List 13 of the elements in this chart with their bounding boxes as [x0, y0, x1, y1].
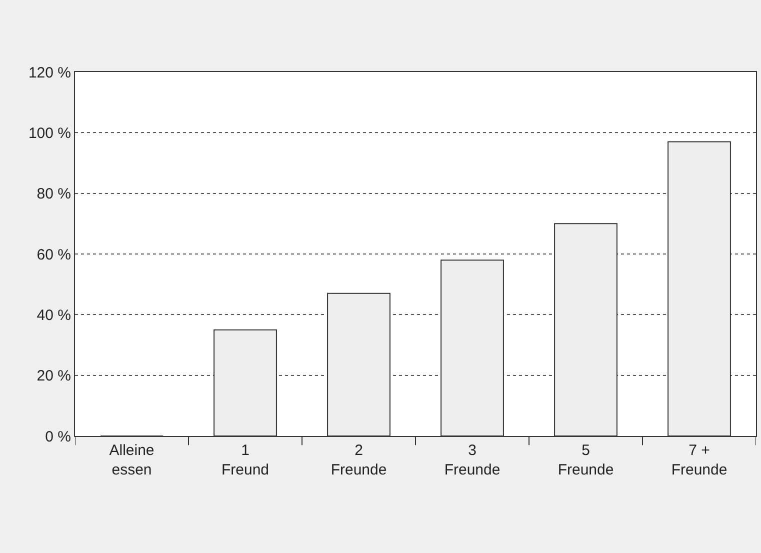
x-tick-label: 7 + Freunde — [671, 442, 728, 478]
x-tick-label: Alleine essen — [109, 442, 154, 478]
y-tick-label: 60 % — [36, 246, 71, 264]
y-tick-label: 20 % — [36, 368, 71, 385]
x-tick-label: 2 Freunde — [330, 442, 387, 478]
y-tick-label: 0 % — [45, 428, 71, 446]
y-tick-label: 80 % — [36, 186, 71, 203]
x-tick-label: 1 Freund — [221, 442, 270, 478]
y-tick-label: 100 % — [28, 124, 71, 142]
x-tick-label: 3 Freunde — [444, 442, 500, 478]
x-tick-label: 5 Freunde — [558, 442, 614, 478]
y-tick-label: 120 % — [28, 64, 71, 82]
y-tick-label: 40 % — [36, 306, 71, 324]
